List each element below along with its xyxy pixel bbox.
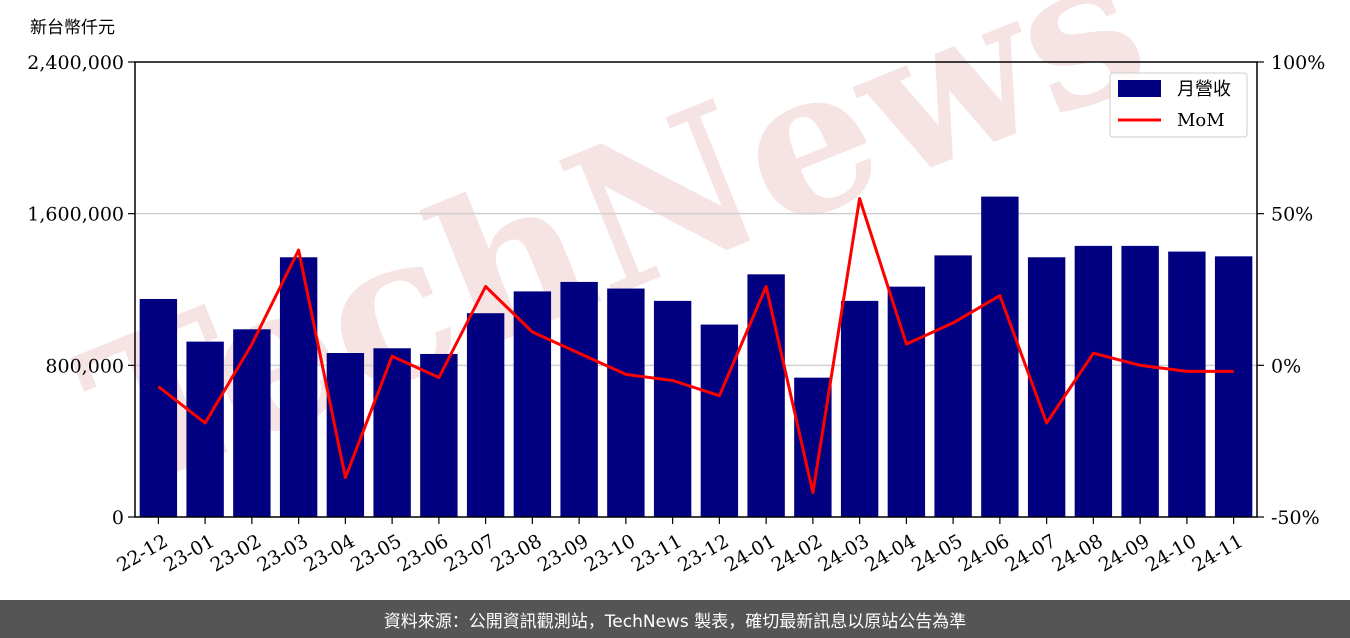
x-tick-label: 23-03 (253, 530, 311, 576)
legend-swatch-revenue (1118, 80, 1161, 97)
bar-23-03 (279, 257, 318, 517)
x-tick-label: 23-07 (440, 530, 498, 576)
bar-23-06 (420, 353, 458, 517)
bar-23-02 (233, 329, 271, 517)
bar-24-08 (1074, 245, 1113, 518)
bar-22-12 (139, 298, 178, 517)
left-tick-label: 0 (112, 507, 124, 529)
left-axis: 0 800,000 1,600,000 2,400,000 (27, 52, 135, 529)
bar-23-12 (700, 324, 739, 517)
bar-24-02 (794, 377, 832, 517)
x-tick-label: 24-10 (1142, 530, 1200, 576)
bar-24-01 (747, 274, 785, 517)
bar-24-11 (1214, 256, 1253, 517)
y-axis-unit-label: 新台幣仟元 (30, 18, 115, 38)
x-tick-label: 24-01 (721, 530, 779, 576)
x-tick-label: 24-11 (1188, 530, 1246, 576)
right-tick-label: 50% (1271, 204, 1313, 226)
x-tick-label: 23-10 (581, 530, 639, 576)
bar-24-04 (887, 286, 926, 517)
right-tick-label: 0% (1271, 355, 1301, 377)
plot-frame (134, 61, 1258, 518)
mom-line-series (157, 197, 1234, 495)
x-tick-label: 24-09 (1095, 530, 1153, 576)
chart-svg: TechNews 新台幣仟元 0800,0001,600,0002,400,00… (27, 0, 1325, 576)
source-note: 資料來源：公開資訊觀測站，TechNews 製表，確切最新訊息以原站公告為準 (383, 611, 967, 632)
bar-23-09 (560, 281, 598, 517)
left-tick-label: 2,400,000 (27, 52, 124, 74)
source-footer: 資料來源：公開資訊觀測站，TechNews 製表，確切最新訊息以原站公告為準 (0, 600, 1350, 638)
right-tick-label: 100% (1271, 52, 1325, 74)
legend-label-mom: MoM (1177, 110, 1225, 131)
x-tick-label: 24-02 (768, 530, 826, 576)
bar-series (139, 196, 1253, 518)
legend: 月營收 MoM (1109, 72, 1248, 138)
bar-24-03 (840, 300, 879, 517)
x-tick-label: 24-06 (955, 530, 1013, 576)
x-tick-label: 23-06 (394, 530, 452, 576)
bar-23-01 (186, 341, 224, 517)
x-tick-label: 24-03 (814, 530, 872, 576)
bar-23-05 (373, 348, 411, 517)
x-tick-label: 23-08 (487, 530, 545, 576)
chart-area: TechNews 新台幣仟元 0 800,000 1,600,000 2,400,00… (27, 0, 1325, 576)
bar-23-04 (326, 353, 365, 517)
x-tick-label: 24-05 (908, 530, 966, 576)
right-tick-label: -50% (1271, 507, 1320, 529)
bar-24-09 (1121, 245, 1159, 518)
bar-23-08 (513, 291, 552, 517)
mom-line (157, 197, 1234, 495)
x-tick-label: 24-07 (1001, 530, 1059, 576)
x-tick-label: 23-11 (627, 530, 685, 576)
x-tick-label: 23-01 (160, 530, 218, 576)
left-tick-label: 1,600,000 (27, 204, 124, 226)
x-tick-label: 23-05 (347, 530, 405, 576)
left-tick-label: 800,000 (45, 355, 124, 377)
right-axis: -50% 0% 50% 100% (1257, 52, 1325, 529)
x-tick-label: 23-09 (534, 530, 592, 576)
bar-23-10 (607, 288, 645, 517)
bar-24-10 (1168, 251, 1206, 518)
bar-24-06 (981, 196, 1019, 517)
x-tick-label: 23-04 (300, 530, 358, 576)
legend-label-revenue: 月營收 (1177, 79, 1231, 100)
x-axis: 22-1223-0123-0223-0323-0423-0523-0623-07… (113, 517, 1247, 576)
x-tick-label: 23-02 (207, 530, 265, 576)
x-tick-label: 24-04 (861, 530, 919, 576)
bar-23-11 (653, 300, 692, 517)
bar-23-07 (466, 313, 505, 517)
x-tick-label: 24-08 (1048, 530, 1106, 576)
bar-24-05 (934, 255, 972, 517)
x-tick-label: 23-12 (674, 530, 732, 576)
